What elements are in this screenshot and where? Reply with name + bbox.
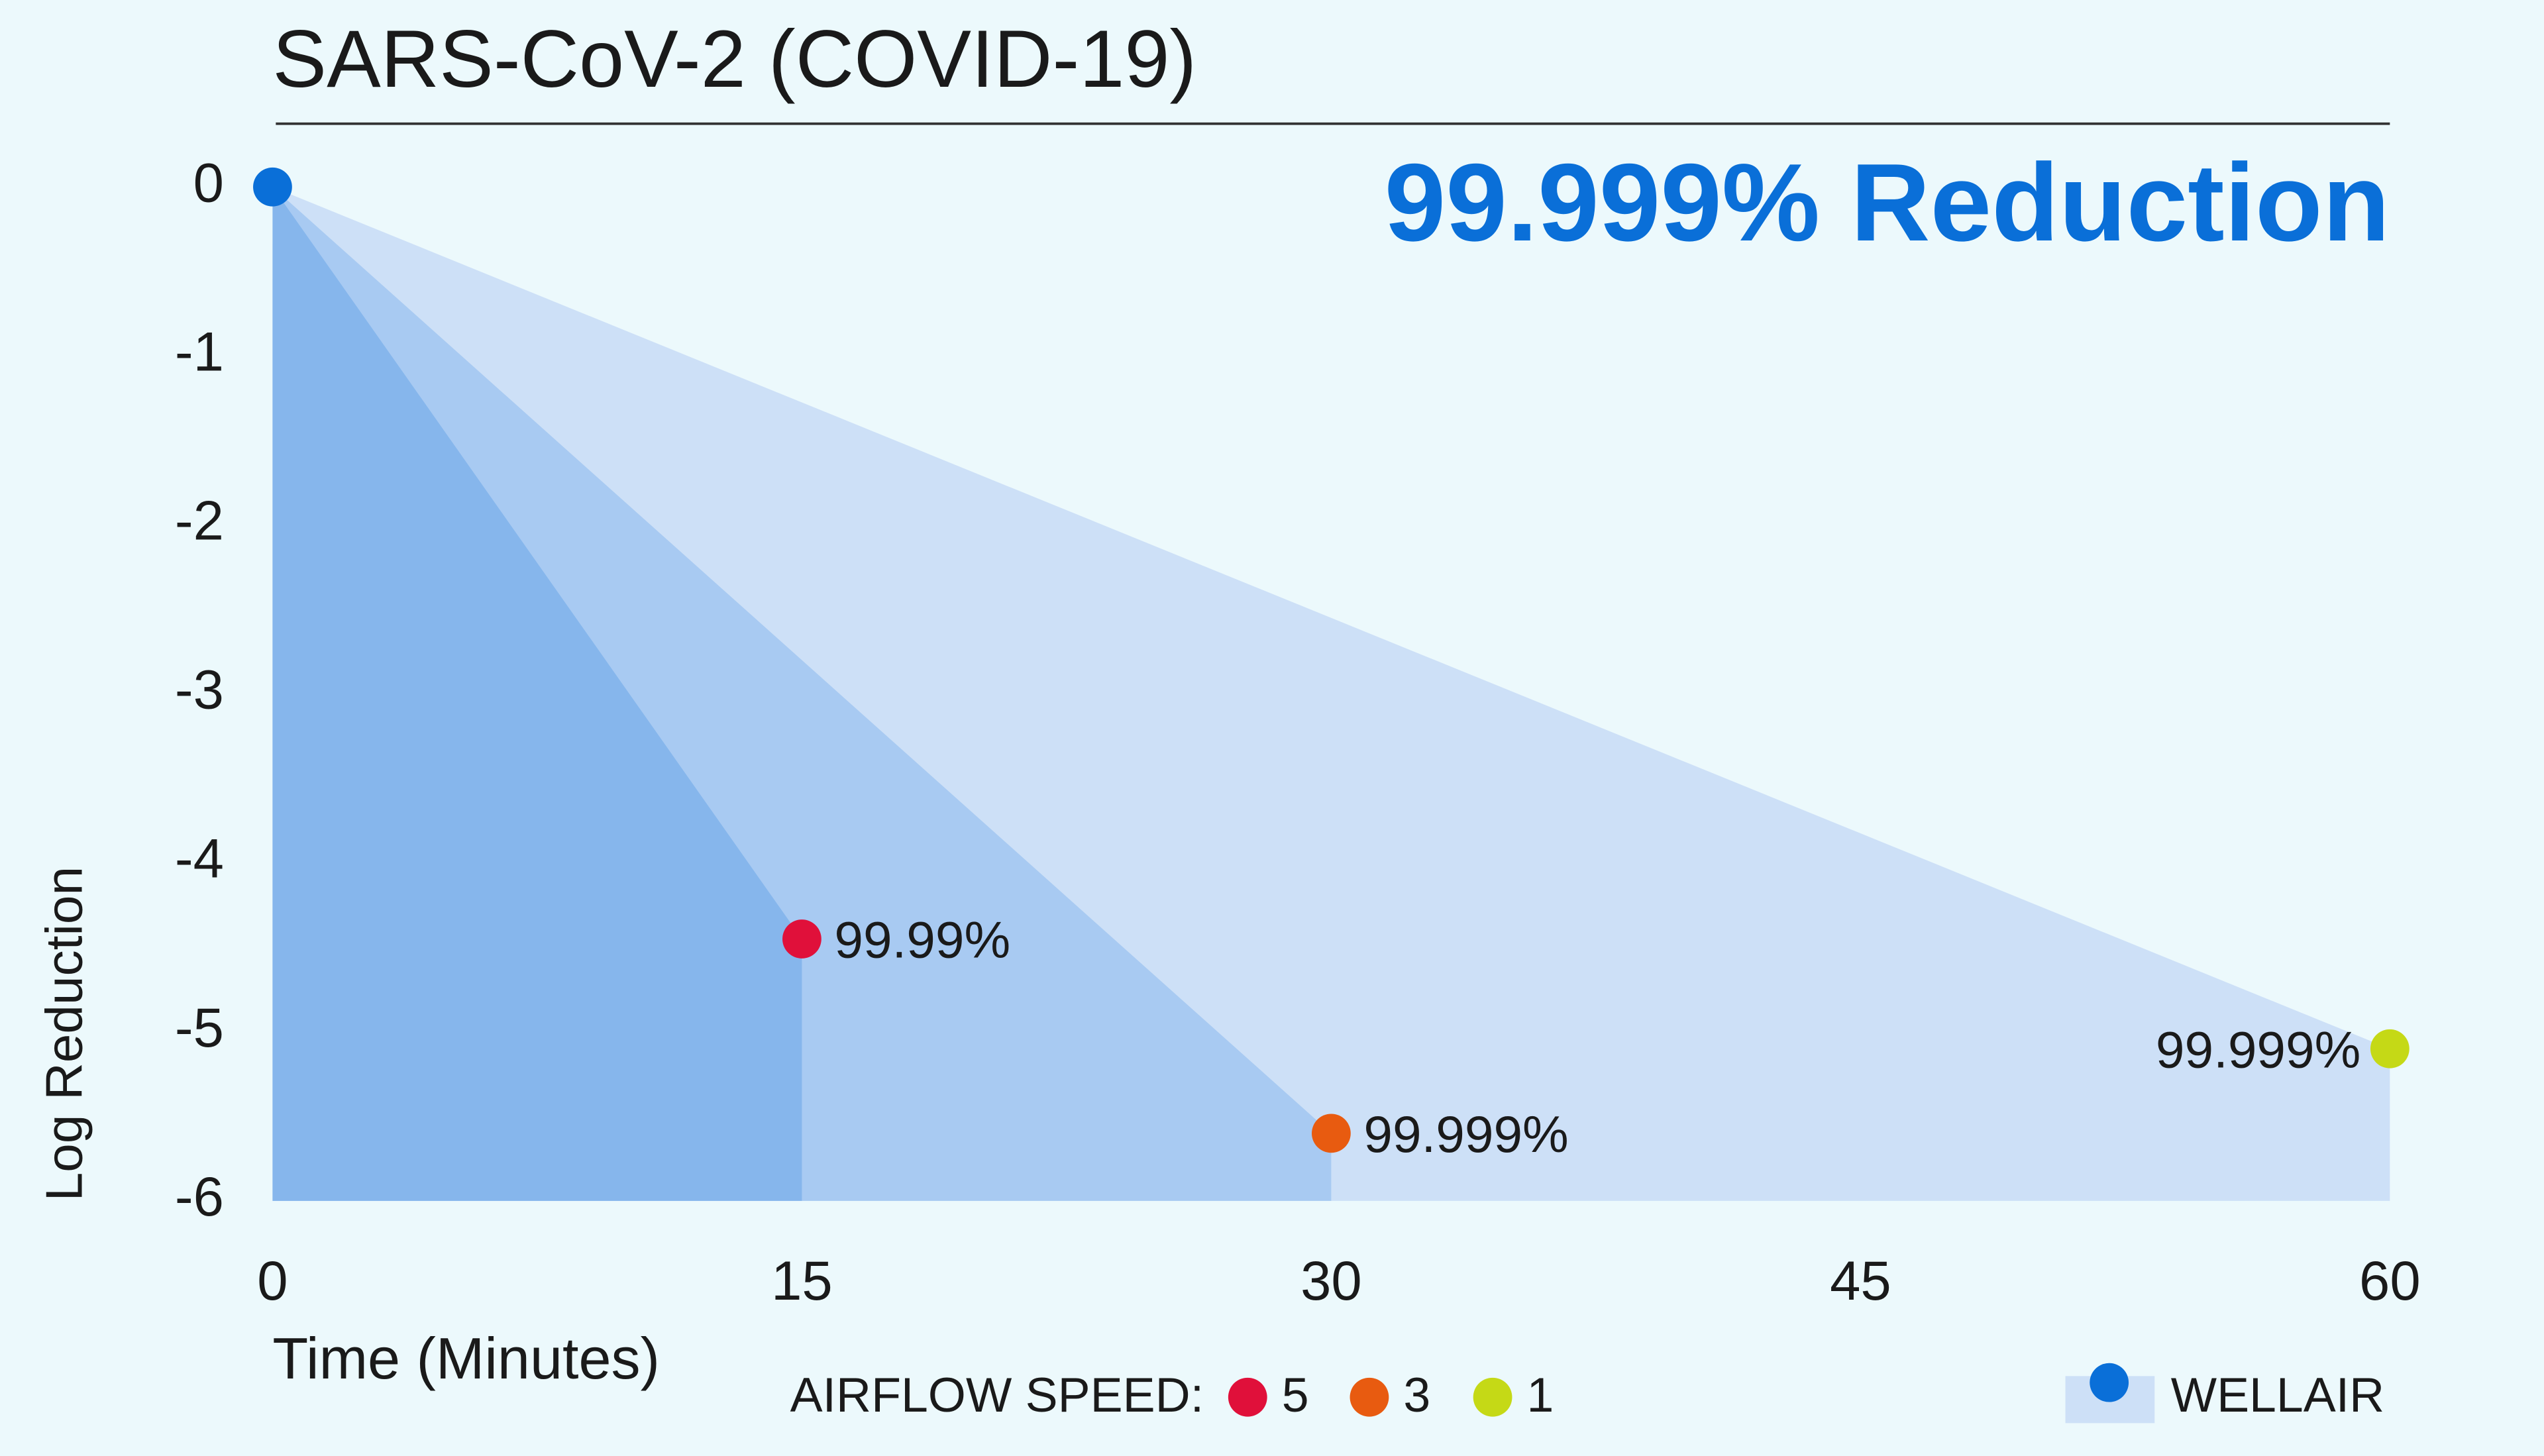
legend-marker: [1473, 1377, 1512, 1417]
x-tick-label: 45: [1830, 1250, 1891, 1312]
y-tick-label: -6: [175, 1166, 224, 1227]
end-label: 99.99%: [834, 911, 1010, 969]
end-point: [2370, 1029, 2410, 1068]
legend-marker: [1350, 1377, 1389, 1417]
x-tick-label: 0: [257, 1250, 288, 1312]
area: [272, 187, 802, 1201]
end-label: 99.999%: [1363, 1105, 1568, 1163]
legend-label: 3: [1403, 1367, 1430, 1422]
headline: 99.999% Reduction: [1385, 141, 2390, 264]
y-tick-label: -5: [175, 997, 224, 1059]
end-label: 99.999%: [2156, 1020, 2360, 1078]
legend-label: 5: [1282, 1367, 1309, 1422]
start-point: [253, 167, 292, 207]
y-tick-label: -2: [175, 490, 224, 551]
end-point: [782, 919, 822, 959]
y-tick-label: -4: [175, 828, 224, 890]
brand-label: WELLAIR: [2171, 1367, 2384, 1422]
legend-label: 1: [1526, 1367, 1554, 1422]
legend-title: AIRFLOW SPEED:: [790, 1367, 1204, 1422]
y-tick-label: -3: [175, 659, 224, 721]
y-axis-label: Log Reduction: [35, 866, 93, 1201]
x-tick-label: 60: [2359, 1250, 2421, 1312]
brand-marker: [2090, 1363, 2129, 1402]
legend-marker: [1228, 1377, 1267, 1417]
chart-title: SARS-CoV-2 (COVID-19): [272, 13, 1196, 104]
end-point: [1312, 1114, 1351, 1153]
y-tick-label: -1: [175, 321, 224, 382]
x-tick-label: 15: [771, 1250, 833, 1312]
y-tick-label: 0: [193, 152, 224, 213]
x-tick-label: 30: [1300, 1250, 1362, 1312]
x-axis-label: Time (Minutes): [272, 1326, 660, 1391]
